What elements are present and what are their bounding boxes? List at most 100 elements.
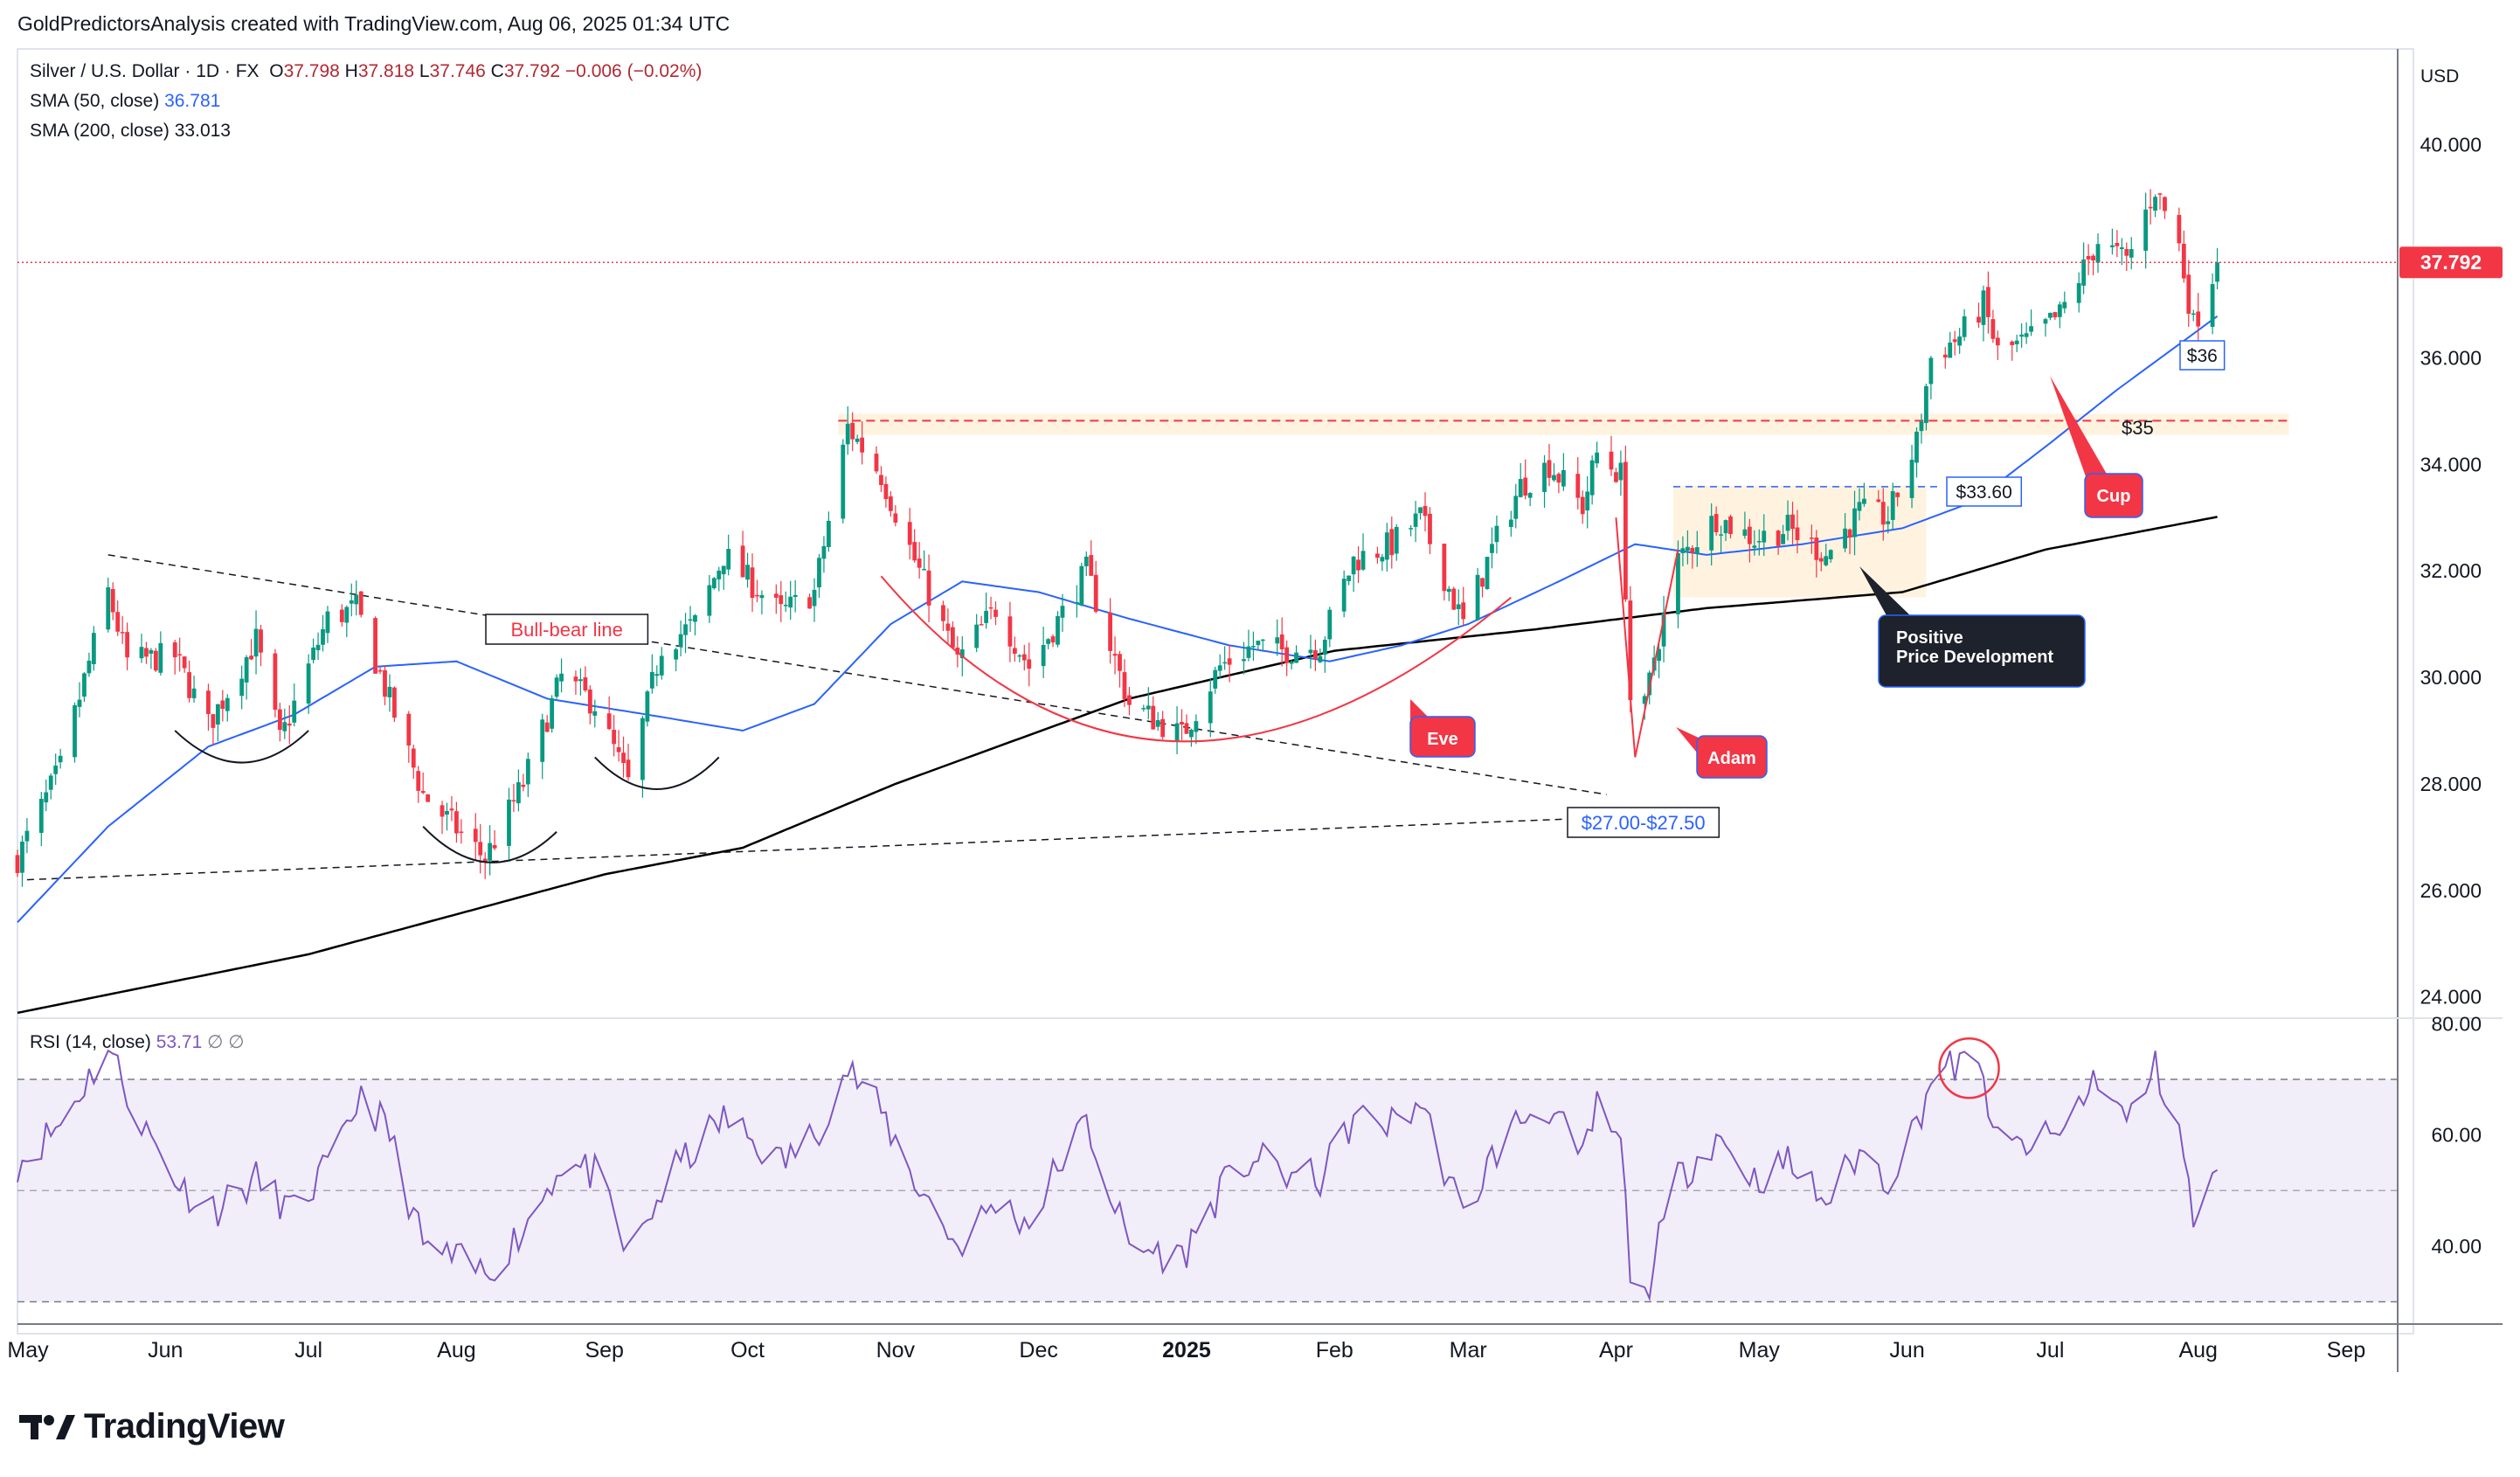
candle [1118,650,1122,688]
candle-body [177,654,183,656]
sma50-legend[interactable]: SMA (50, close) 36.781 [30,91,220,112]
tradingview-logo[interactable]: TradingView [19,1407,285,1446]
rsi-legend[interactable]: RSI (14, close) 53.71 ∅ ∅ [30,1031,245,1053]
candle [1122,659,1127,707]
candle [273,648,278,718]
candle-body [1351,556,1356,575]
rsi-label[interactable]: RSI (14, close) [30,1032,151,1052]
sma200-legend[interactable]: SMA (200, close) 33.013 [30,121,231,142]
candle-body [1719,534,1724,536]
candle [1828,549,1833,563]
candle-body [678,634,683,648]
currency-label[interactable]: USD [2420,66,2459,87]
candle [1942,347,1948,369]
sma50-label[interactable]: SMA (50, close) [30,91,160,111]
candle-body [879,475,883,486]
candle [1213,666,1218,694]
candle [721,565,726,590]
candle-body [2019,334,2025,337]
candle-body [988,607,993,609]
symbol-legend[interactable]: Silver / U.S. Dollar · 1D · FX O37.798 H… [30,61,702,82]
time-tick-label: Oct [730,1338,765,1363]
candle-body [1475,574,1480,621]
candle [521,773,526,792]
candle [306,654,311,714]
candle [1790,502,1795,544]
candle-body [273,653,278,711]
candle-body [1862,498,1866,504]
candle-body [1609,451,1614,470]
candle [1589,455,1595,505]
candle [1561,453,1566,491]
candle-body [1776,530,1781,546]
candle [1284,640,1290,676]
candle-body [1928,357,1934,385]
candle-body [1418,507,1423,514]
candle-body [1308,649,1313,654]
candle [2076,272,2081,313]
time-axis[interactable]: May Jun Jul Aug Sep Oct Nov Dec 2025 Feb Mar Apr May… [7,1338,2365,1363]
candle-body [1056,616,1060,645]
candle [1948,331,1953,358]
candle-body [1389,529,1395,556]
price-tick-label: 32.000 [2420,559,2482,582]
candle [755,579,759,603]
candle-body [1184,723,1189,734]
candle-body [1413,513,1418,527]
candle-body [420,791,426,794]
candle-body [750,567,755,599]
candle [874,446,879,475]
candle-body [139,647,144,659]
candle [24,818,30,854]
candle [745,552,750,588]
candle [2148,189,2153,225]
candle [1847,528,1852,555]
candle [559,658,564,693]
candle [287,704,292,745]
candle-body [77,699,82,707]
candle [1623,445,1628,602]
candle [1428,507,1432,555]
price-axis[interactable]: 24.000 26.000 28.000 30.000 32.000 34.000 36.0… [2420,134,2482,1009]
candle [321,614,325,652]
candle [2110,228,2115,255]
candle [1518,462,1523,498]
candle [339,604,344,627]
open-value: 37.798 [283,61,340,81]
candle [1251,631,1256,662]
candle-body [621,752,626,764]
candle [974,614,980,653]
candle [2181,230,2186,283]
candle-body [306,663,311,704]
rsi-axis[interactable]: 40.00 60.00 80.00 [2431,1012,2482,1258]
symbol-name[interactable]: Silver / U.S. Dollar · 1D · FX [30,61,260,81]
candle [1446,586,1451,601]
positive-bubble-text: Price Development [1896,648,2053,667]
candle [2095,233,2101,274]
candle-body [191,688,197,698]
candle [616,730,621,762]
time-tick-label: Jun [1889,1338,1924,1363]
candle [573,670,578,695]
candle [187,660,191,703]
candle-body [1222,662,1228,664]
cup-bubble-text: Cup [2097,487,2131,506]
candle-body [1585,491,1590,511]
tradingview-logo-text: TradingView [84,1407,285,1446]
candle-body [2057,304,2062,317]
adam-bubble-box [1696,735,1768,779]
candle-body [1694,547,1700,554]
candle [315,632,321,661]
candle-body [1394,526,1399,554]
candle [2124,242,2129,271]
sma200-label[interactable]: SMA (200, close) [30,121,170,141]
candle [454,801,459,843]
candle-body [793,594,798,598]
rsi-line [17,1049,2219,1302]
candle [1575,457,1581,510]
candle [807,593,812,609]
candle [550,695,555,733]
candle [1661,595,1666,662]
candle-body [974,624,980,648]
